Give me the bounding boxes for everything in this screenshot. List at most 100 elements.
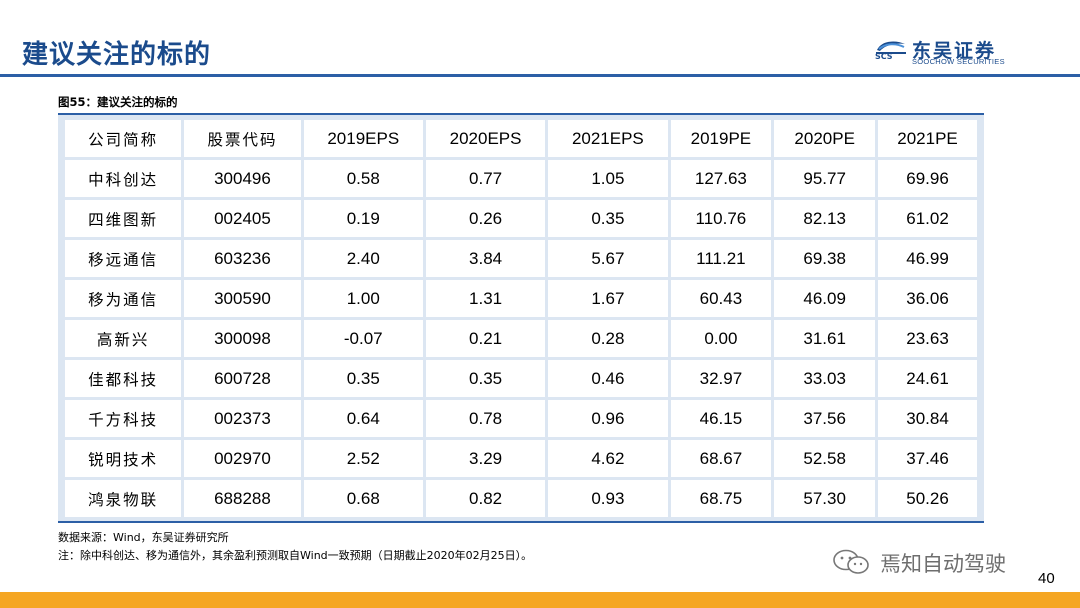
value-cell: 69.38 bbox=[774, 240, 879, 277]
value-cell: 111.21 bbox=[670, 240, 775, 277]
value-cell: 36.06 bbox=[878, 280, 977, 317]
stock-code-cell: 002405 bbox=[184, 200, 304, 237]
title-divider bbox=[0, 74, 1080, 77]
value-cell: 0.35 bbox=[303, 360, 426, 397]
header-cell: 股票代码 bbox=[184, 120, 304, 157]
header-cell: 2019PE bbox=[670, 120, 775, 157]
value-cell: 57.30 bbox=[774, 480, 879, 517]
table-row: 锐明技术 002970 2.52 3.29 4.62 68.67 52.58 37.46 bbox=[65, 440, 977, 477]
value-cell: 2.52 bbox=[303, 440, 426, 477]
value-cell: 5.67 bbox=[548, 240, 671, 277]
stock-code-cell: 603236 bbox=[184, 240, 304, 277]
value-cell: 46.99 bbox=[878, 240, 977, 277]
value-cell: 61.02 bbox=[878, 200, 977, 237]
logo-subtitle: SOOCHOW SECURITIES bbox=[912, 57, 1005, 66]
stock-code-cell: 300496 bbox=[184, 160, 304, 197]
stock-code-cell: 300098 bbox=[184, 320, 304, 357]
wechat-icon bbox=[832, 548, 869, 574]
value-cell: 3.84 bbox=[425, 240, 549, 277]
table-row: 中科创达 300496 0.58 0.77 1.05 127.63 95.77 69.96 bbox=[65, 160, 977, 197]
table-row: 鸿泉物联 688288 0.68 0.82 0.93 68.75 57.30 50.26 bbox=[65, 480, 977, 517]
value-cell: 46.09 bbox=[774, 280, 879, 317]
table-bottom-rule bbox=[58, 521, 984, 523]
value-cell: 1.31 bbox=[425, 280, 549, 317]
value-cell: 127.63 bbox=[670, 160, 775, 197]
value-cell: -0.07 bbox=[303, 320, 426, 357]
data-table-container: 公司简称 股票代码 2019EPS 2020EPS 2021EPS 2019PE… bbox=[58, 115, 984, 521]
logo-mark-icon: SCS bbox=[874, 38, 908, 64]
slide-title: 建议关注的标的 bbox=[22, 40, 212, 70]
value-cell: 110.76 bbox=[670, 200, 775, 237]
value-cell: 0.35 bbox=[548, 200, 671, 237]
company-name-cell: 佳都科技 bbox=[65, 360, 185, 397]
company-name-cell: 高新兴 bbox=[65, 320, 185, 357]
company-logo: SCS 东吴证券 SOOCHOW SECURITIES bbox=[874, 36, 1034, 66]
value-cell: 4.62 bbox=[548, 440, 671, 477]
stock-code-cell: 002373 bbox=[184, 400, 304, 437]
figure-caption: 图55：建议关注的标的 bbox=[58, 95, 178, 109]
value-cell: 50.26 bbox=[878, 480, 977, 517]
company-name-cell: 移为通信 bbox=[65, 280, 185, 317]
value-cell: 68.67 bbox=[670, 440, 775, 477]
value-cell: 31.61 bbox=[774, 320, 879, 357]
value-cell: 52.58 bbox=[774, 440, 879, 477]
company-name-cell: 移远通信 bbox=[65, 240, 185, 277]
company-name-cell: 锐明技术 bbox=[65, 440, 185, 477]
value-cell: 82.13 bbox=[774, 200, 879, 237]
stock-code-cell: 600728 bbox=[184, 360, 304, 397]
header-cell: 2021EPS bbox=[548, 120, 671, 157]
table-top-rule bbox=[58, 113, 984, 115]
company-name-cell: 千方科技 bbox=[65, 400, 185, 437]
table-row: 移为通信 300590 1.00 1.31 1.67 60.43 46.09 36.06 bbox=[65, 280, 977, 317]
footnote: 注：除中科创达、移为通信外，其余盈利预测取自Wind一致预期（日期截止2020年… bbox=[58, 549, 533, 562]
stock-code-cell: 002970 bbox=[184, 440, 304, 477]
value-cell: 30.84 bbox=[878, 400, 977, 437]
value-cell: 0.93 bbox=[548, 480, 671, 517]
value-cell: 1.67 bbox=[548, 280, 671, 317]
value-cell: 0.68 bbox=[303, 480, 426, 517]
value-cell: 0.28 bbox=[548, 320, 671, 357]
value-cell: 68.75 bbox=[670, 480, 775, 517]
value-cell: 23.63 bbox=[878, 320, 977, 357]
value-cell: 0.26 bbox=[425, 200, 549, 237]
stock-table: 公司简称 股票代码 2019EPS 2020EPS 2021EPS 2019PE… bbox=[65, 117, 977, 520]
value-cell: 1.05 bbox=[548, 160, 671, 197]
header-cell: 2020EPS bbox=[425, 120, 549, 157]
value-cell: 0.82 bbox=[425, 480, 549, 517]
stock-code-cell: 688288 bbox=[184, 480, 304, 517]
value-cell: 0.78 bbox=[425, 400, 549, 437]
value-cell: 1.00 bbox=[303, 280, 426, 317]
value-cell: 0.19 bbox=[303, 200, 426, 237]
logo-name: 东吴证券 bbox=[912, 40, 997, 62]
value-cell: 3.29 bbox=[425, 440, 549, 477]
company-name-cell: 中科创达 bbox=[65, 160, 185, 197]
table-row: 四维图新 002405 0.19 0.26 0.35 110.76 82.13 61.02 bbox=[65, 200, 977, 237]
table-row: 移远通信 603236 2.40 3.84 5.67 111.21 69.38 46.99 bbox=[65, 240, 977, 277]
value-cell: 0.35 bbox=[425, 360, 549, 397]
value-cell: 0.77 bbox=[425, 160, 549, 197]
header-cell: 2021PE bbox=[878, 120, 977, 157]
value-cell: 0.21 bbox=[425, 320, 549, 357]
bottom-accent-bar bbox=[0, 592, 1080, 608]
source-note: 数据来源：Wind，东吴证券研究所 bbox=[58, 531, 229, 544]
value-cell: 24.61 bbox=[878, 360, 977, 397]
value-cell: 0.96 bbox=[548, 400, 671, 437]
header-cell: 2020PE bbox=[774, 120, 879, 157]
company-name-cell: 鸿泉物联 bbox=[65, 480, 185, 517]
header-cell: 公司简称 bbox=[65, 120, 185, 157]
value-cell: 37.56 bbox=[774, 400, 879, 437]
value-cell: 60.43 bbox=[670, 280, 775, 317]
stock-code-cell: 300590 bbox=[184, 280, 304, 317]
value-cell: 33.03 bbox=[774, 360, 879, 397]
company-name-cell: 四维图新 bbox=[65, 200, 185, 237]
value-cell: 95.77 bbox=[774, 160, 879, 197]
value-cell: 32.97 bbox=[670, 360, 775, 397]
value-cell: 2.40 bbox=[303, 240, 426, 277]
value-cell: 69.96 bbox=[878, 160, 977, 197]
header-cell: 2019EPS bbox=[303, 120, 426, 157]
value-cell: 0.00 bbox=[670, 320, 775, 357]
value-cell: 0.58 bbox=[303, 160, 426, 197]
table-header-row: 公司简称 股票代码 2019EPS 2020EPS 2021EPS 2019PE… bbox=[65, 120, 977, 157]
table-row: 高新兴 300098 -0.07 0.21 0.28 0.00 31.61 23.63 bbox=[65, 320, 977, 357]
table-row: 千方科技 002373 0.64 0.78 0.96 46.15 37.56 30.84 bbox=[65, 400, 977, 437]
